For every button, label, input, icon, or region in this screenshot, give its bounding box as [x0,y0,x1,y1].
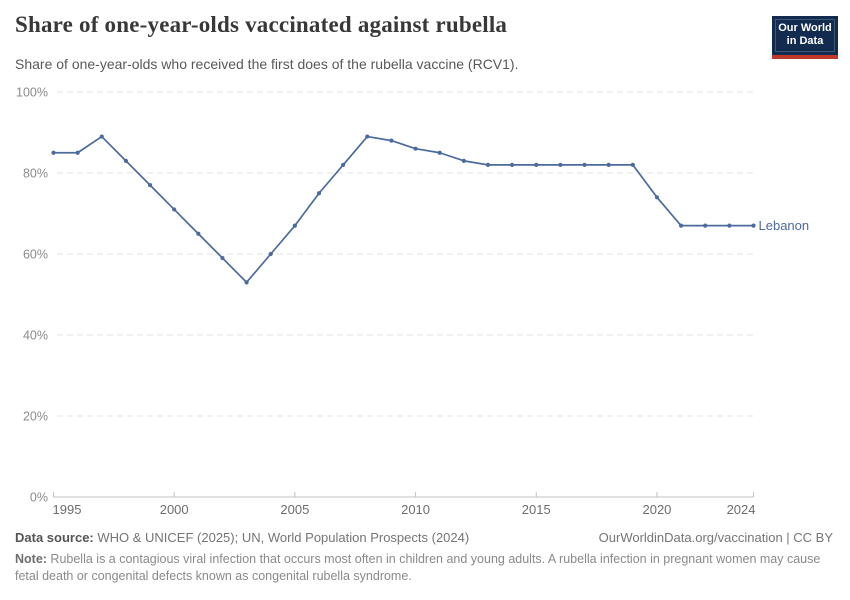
note-text: Rubella is a contagious viral infection … [15,552,821,583]
data-point[interactable] [582,162,587,167]
y-axis-tick-label: 0% [30,491,48,505]
data-point[interactable] [630,162,635,167]
data-point[interactable] [196,231,201,236]
x-axis-tick-label: 2020 [642,502,671,517]
logo-text: Our World in Data [775,19,835,52]
data-point[interactable] [51,150,56,155]
y-axis-tick-label: 100% [16,86,48,100]
note-label: Note: [15,552,47,566]
data-point[interactable] [413,146,418,151]
data-point[interactable] [220,255,225,261]
data-point[interactable] [316,191,322,196]
data-point[interactable] [510,162,515,167]
data-point[interactable] [341,162,346,167]
data-point[interactable] [75,150,80,155]
x-axis-tick-label: 2000 [160,502,189,517]
data-point[interactable] [123,158,129,163]
data-point[interactable] [606,162,611,167]
y-axis-tick-label: 80% [23,167,48,181]
data-point[interactable] [172,207,177,212]
chart-subtitle: Share of one-year-olds who received the … [15,56,519,72]
data-point[interactable] [485,162,491,167]
logo-line1: Our World [778,22,832,34]
logo-line2: in Data [786,35,824,47]
data-point[interactable] [147,183,153,188]
x-axis-tick-label: 2010 [401,502,430,517]
data-point[interactable] [268,251,273,257]
data-point[interactable] [751,223,756,228]
chart-note: Note: Rubella is a contagious viral infe… [15,551,827,585]
data-point[interactable] [461,158,466,163]
credit-link[interactable]: OurWorldinData.org/vaccination | CC BY [598,530,833,545]
series-label[interactable]: Lebanon [759,218,810,233]
data-point[interactable] [244,280,249,285]
data-point[interactable] [534,162,539,167]
data-point[interactable] [437,150,442,155]
logo-navy-box: Our World in Data [772,16,838,55]
page-title: Share of one-year-olds vaccinated agains… [15,12,508,37]
data-point[interactable] [703,223,708,228]
data-point[interactable] [389,138,394,143]
data-point[interactable] [558,162,563,167]
data-point[interactable] [654,195,660,200]
data-point[interactable] [678,223,684,228]
data-point[interactable] [727,223,732,228]
y-axis-tick-label: 60% [23,248,48,262]
x-axis-tick-label: 2024 [727,502,756,517]
y-axis-tick-label: 20% [23,410,48,424]
data-source: Data source: WHO & UNICEF (2025); UN, Wo… [15,529,469,546]
owid-logo[interactable]: Our World in Data [772,16,838,59]
data-source-text: WHO & UNICEF (2025); UN, World Populatio… [93,530,470,545]
data-point[interactable] [99,134,104,139]
line-series-lebanon[interactable] [53,135,754,284]
data-point[interactable] [292,223,297,228]
data-source-label: Data source: [15,530,94,545]
x-axis-tick-label: 1995 [53,502,82,517]
data-point[interactable] [365,134,370,139]
chart-footer: Data source: WHO & UNICEF (2025); UN, Wo… [15,529,833,585]
y-axis-tick-label: 40% [23,329,48,343]
x-axis-tick-label: 2005 [280,502,309,517]
x-axis-tick-label: 2015 [522,502,551,517]
logo-red-bar [772,55,838,59]
